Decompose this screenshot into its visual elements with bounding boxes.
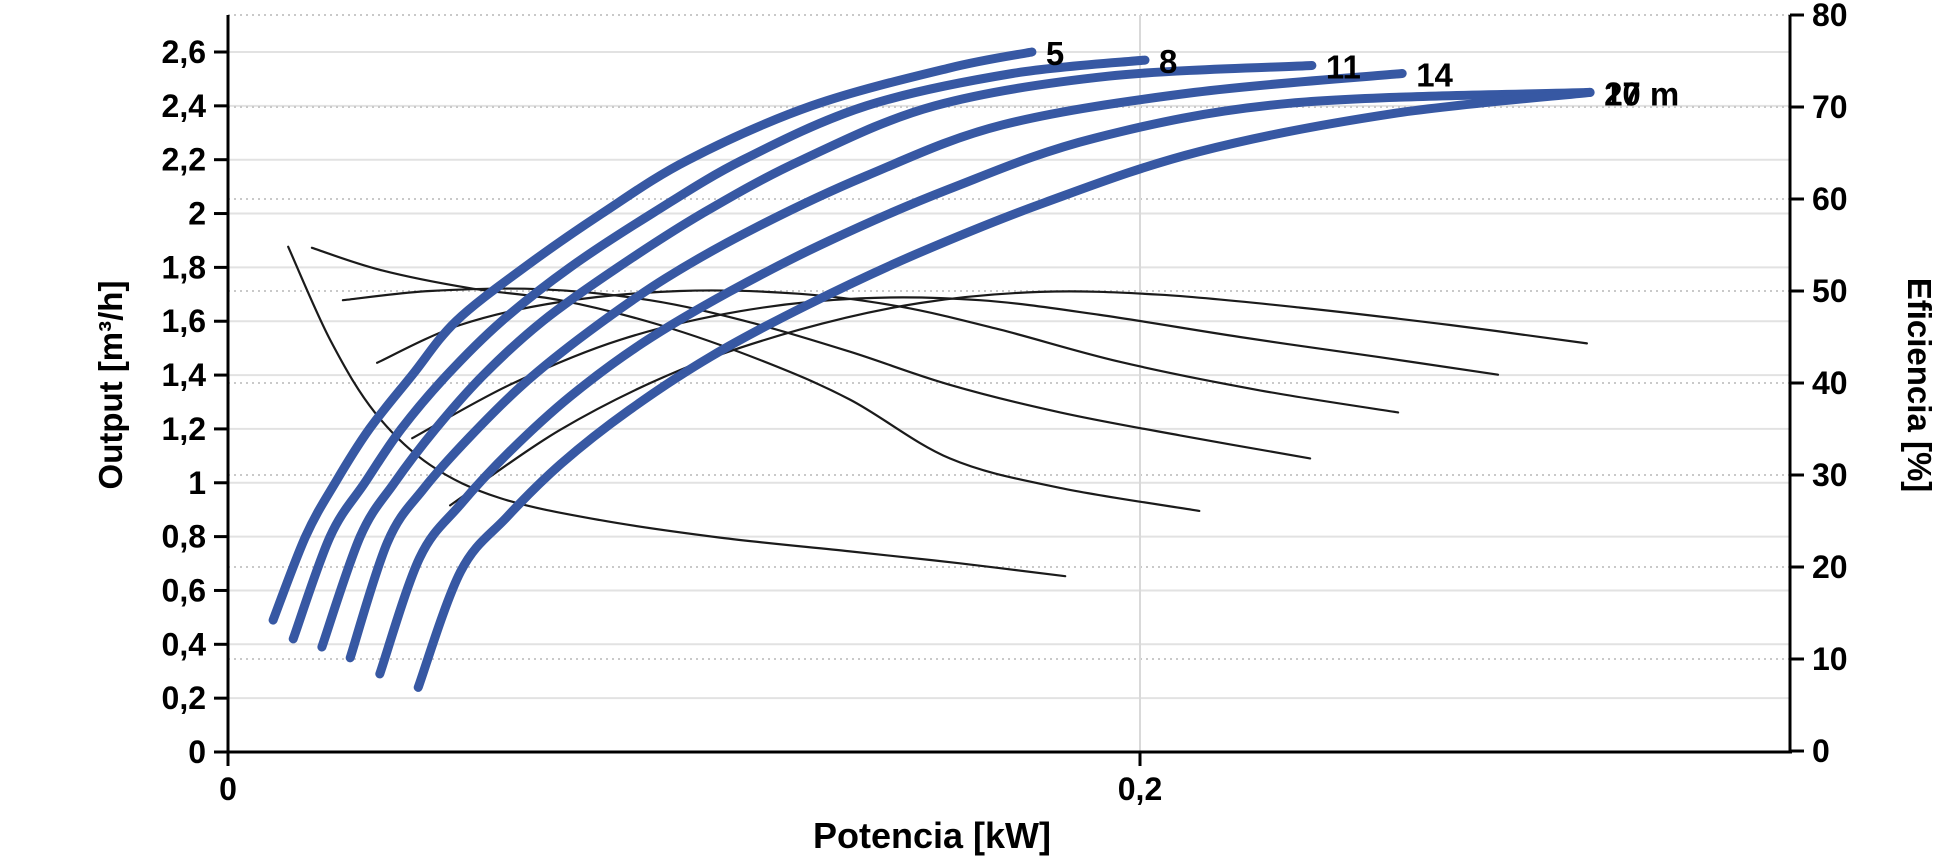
flow-curve-20m bbox=[413, 87, 1595, 692]
efficiency-curve-20m bbox=[449, 290, 1588, 507]
x-tick-label-0,2: 0,2 bbox=[1118, 771, 1162, 807]
efficiency-curve-17m bbox=[411, 296, 1500, 440]
y-left-tick-label-0,4: 0,4 bbox=[162, 626, 207, 662]
y-left-tick-label-2,6: 2,6 bbox=[162, 34, 206, 70]
y-left-tick-label-2,2: 2,2 bbox=[162, 142, 206, 178]
tick-marks bbox=[214, 13, 1804, 766]
y-left-tick-label-1,6: 1,6 bbox=[162, 303, 206, 339]
flow-curve-11m bbox=[317, 61, 1317, 652]
flow-curve-17m bbox=[375, 87, 1595, 679]
y-right-tick-label-50: 50 bbox=[1812, 273, 1848, 309]
flow-curve-label-14m: 14 bbox=[1416, 57, 1453, 94]
y-left-tick-label-2: 2 bbox=[188, 196, 206, 232]
efficiency-curve-5m bbox=[287, 245, 1067, 578]
y-right-tick-label-0: 0 bbox=[1812, 733, 1830, 769]
flow-curves bbox=[268, 47, 1595, 692]
y-left-tick-label-1,2: 1,2 bbox=[162, 411, 206, 447]
y-right-tick-label-40: 40 bbox=[1812, 365, 1848, 401]
flow-curve-8m bbox=[288, 55, 1150, 644]
y-left-tick-label-0: 0 bbox=[188, 734, 206, 770]
flow-curve-label-11m: 11 bbox=[1326, 48, 1361, 85]
flow-curve-label-20m: 20 m bbox=[1604, 75, 1679, 112]
x-tick-label-0: 0 bbox=[219, 771, 237, 807]
y-right-tick-label-30: 30 bbox=[1812, 457, 1848, 493]
y-left-tick-label-1,8: 1,8 bbox=[162, 249, 206, 285]
y-left-tick-label-0,8: 0,8 bbox=[162, 519, 206, 555]
y-right-tick-label-60: 60 bbox=[1812, 181, 1848, 217]
y-left-tick-label-2,4: 2,4 bbox=[162, 88, 207, 124]
flow-curve-14m bbox=[345, 69, 1407, 663]
y-left-tick-label-0,6: 0,6 bbox=[162, 572, 206, 608]
y-axis-right-title: Eficiencia [%] bbox=[1901, 278, 1938, 493]
flow-curve-label-5m: 5 bbox=[1046, 35, 1064, 72]
y-right-tick-label-70: 70 bbox=[1812, 89, 1848, 125]
flow-curve-label-17m: 17 bbox=[1604, 75, 1641, 112]
y-right-tick-label-10: 10 bbox=[1812, 641, 1848, 677]
flow-curve-label-8m: 8 bbox=[1159, 43, 1177, 80]
flow-curve-5m bbox=[268, 47, 1037, 625]
y-left-tick-label-1: 1 bbox=[188, 465, 206, 501]
x-axis-title: Potencia [kW] bbox=[813, 815, 1051, 856]
y-right-tick-label-80: 80 bbox=[1812, 0, 1848, 33]
y-left-tick-label-0,2: 0,2 bbox=[162, 680, 206, 716]
y-right-tick-label-20: 20 bbox=[1812, 549, 1848, 585]
y-axis-left-title: Output [m³/h] bbox=[92, 281, 129, 490]
tick-labels: 0 0,2 0,4 0,6 0,8 1 1,2 1,4 1,6 1,8 2 2,2 2,4 2,6 0 10 2… bbox=[162, 0, 1848, 807]
y-left-tick-label-1,4: 1,4 bbox=[162, 357, 207, 393]
